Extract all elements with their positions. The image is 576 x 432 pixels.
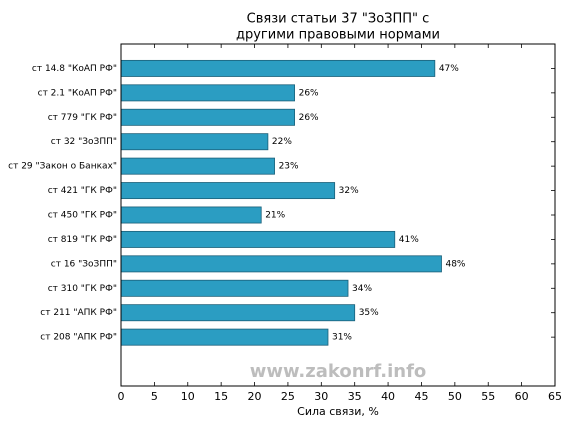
- y-tick-label: ст 29 "Закон о Банках": [8, 162, 117, 172]
- watermark: www.zakonrf.info: [250, 361, 427, 382]
- y-tick-label: ст 779 "ГК РФ": [48, 113, 117, 123]
- y-tick-label: ст 14.8 "КоАП РФ": [32, 64, 117, 74]
- bar: [120, 206, 262, 224]
- y-tick-label: ст 208 "АПК РФ": [40, 333, 117, 343]
- bar: [120, 328, 329, 346]
- y-tick-label: ст 819 "ГК РФ": [48, 235, 117, 245]
- x-tick-label: 40: [381, 390, 395, 403]
- bar: [120, 157, 275, 175]
- value-label: 21%: [265, 211, 285, 221]
- value-label: 26%: [299, 113, 319, 123]
- x-tick-label: 30: [314, 390, 328, 403]
- value-label: 34%: [352, 284, 372, 294]
- value-label: 41%: [399, 235, 419, 245]
- value-label: 22%: [272, 137, 292, 147]
- value-label: 31%: [332, 333, 352, 343]
- y-tick-label: ст 211 "АПК РФ": [40, 308, 117, 318]
- y-tick-label: ст 450 "ГК РФ": [48, 211, 117, 221]
- x-tick-label: 50: [448, 390, 462, 403]
- bar: [120, 84, 296, 102]
- x-tick-label: 25: [281, 390, 295, 403]
- value-label: 23%: [279, 162, 299, 172]
- x-tick-label: 5: [151, 390, 158, 403]
- bar: [120, 108, 296, 126]
- bar: [120, 182, 336, 200]
- y-tick-label: ст 32 "ЗоЗПП": [51, 137, 117, 147]
- chart-title: другими правовыми нормами: [236, 28, 440, 43]
- chart-title: Связи статьи 37 "ЗоЗПП" с: [247, 12, 430, 27]
- bar: [120, 255, 442, 273]
- x-tick-label: 65: [548, 390, 562, 403]
- y-tick-label: ст 16 "ЗоЗПП": [51, 259, 117, 269]
- bar: [120, 304, 356, 322]
- bar: [120, 279, 349, 297]
- value-label: 35%: [359, 308, 379, 318]
- y-tick-label: ст 2.1 "КоАП РФ": [38, 88, 117, 98]
- x-tick-label: 0: [118, 390, 125, 403]
- value-label: 32%: [339, 186, 359, 196]
- x-tick-label: 60: [515, 390, 529, 403]
- bar: [120, 59, 436, 77]
- bar: [120, 230, 396, 248]
- x-tick-label: 45: [414, 390, 428, 403]
- x-tick-label: 35: [348, 390, 362, 403]
- y-tick-label: ст 310 "ГК РФ": [48, 284, 117, 294]
- x-tick-label: 15: [214, 390, 228, 403]
- value-label: 48%: [445, 259, 465, 269]
- x-tick-label: 20: [248, 390, 262, 403]
- x-tick-label: 10: [181, 390, 195, 403]
- value-label: 26%: [299, 88, 319, 98]
- value-label: 47%: [439, 64, 459, 74]
- bar: [120, 133, 269, 151]
- y-tick-label: ст 421 "ГК РФ": [48, 186, 117, 196]
- plot-frame: [120, 43, 556, 387]
- x-axis-label: Сила связи, %: [297, 405, 379, 418]
- x-tick-label: 55: [481, 390, 495, 403]
